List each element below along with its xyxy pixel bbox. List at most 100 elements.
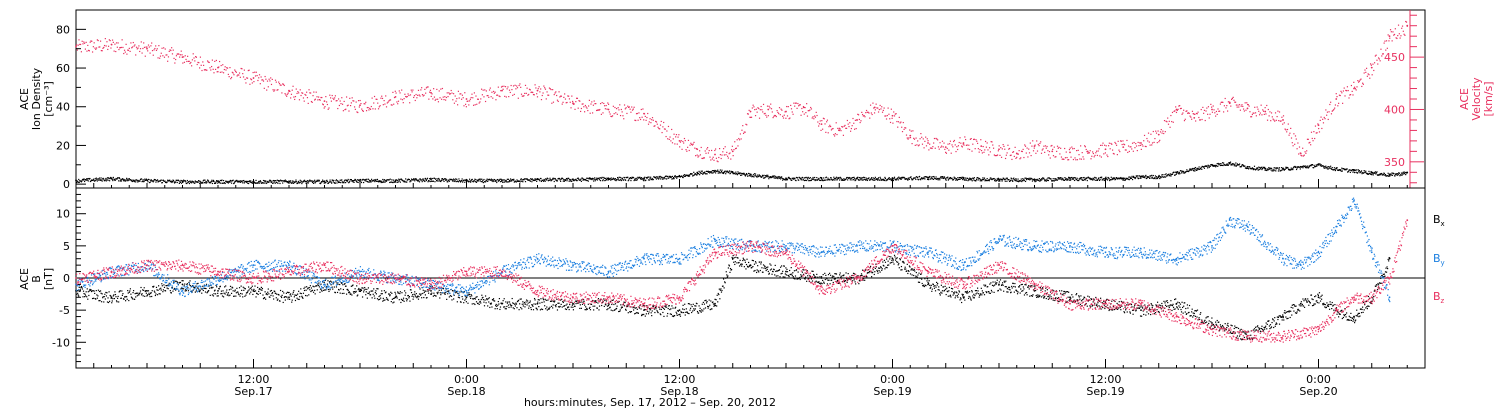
point-velocity <box>360 103 361 104</box>
point-bx <box>293 290 294 291</box>
point-ion-density <box>480 180 481 181</box>
point-ion-density <box>1041 179 1042 180</box>
point-velocity <box>213 69 214 70</box>
point-velocity <box>1251 116 1252 117</box>
point-velocity <box>1003 146 1004 147</box>
point-ion-density <box>425 178 426 179</box>
point-velocity <box>491 96 492 97</box>
point-bx <box>351 294 352 295</box>
point-bx <box>376 293 377 294</box>
point-ion-density <box>1025 181 1026 182</box>
point-velocity <box>562 102 563 103</box>
point-velocity <box>1320 117 1321 118</box>
top-y2tick-label: 350 <box>1384 156 1405 169</box>
point-ion-density <box>1038 180 1039 181</box>
point-ion-density <box>1341 171 1342 172</box>
point-velocity <box>511 89 512 90</box>
point-ion-density-key <box>679 175 681 177</box>
point-ion-density <box>414 180 415 181</box>
point-velocity <box>835 133 836 134</box>
point-velocity <box>896 121 897 122</box>
point-ion-density <box>1146 178 1147 179</box>
point-velocity <box>216 60 217 61</box>
point-velocity <box>1256 115 1257 116</box>
point-ion-density <box>951 178 952 179</box>
point-ion-density <box>377 179 378 180</box>
point-velocity <box>937 139 938 140</box>
point-ion-density <box>854 178 855 179</box>
point-velocity <box>768 115 769 116</box>
point-velocity <box>765 115 766 116</box>
point-velocity <box>590 113 591 114</box>
point-velocity <box>148 44 149 45</box>
point-velocity <box>676 134 677 135</box>
point-velocity <box>564 93 565 94</box>
point-velocity <box>194 60 195 61</box>
point-ion-density <box>249 180 250 181</box>
point-ion-density <box>549 180 550 181</box>
point-velocity <box>1399 33 1400 34</box>
point-ion-density <box>1161 174 1162 175</box>
point-ion-density <box>615 178 616 179</box>
point-ion-density <box>810 177 811 178</box>
point-velocity <box>366 110 367 111</box>
point-ion-density <box>874 180 875 181</box>
point-bx <box>308 294 309 295</box>
point-velocity <box>117 47 118 48</box>
point-velocity <box>110 47 111 48</box>
point-velocity <box>819 123 820 124</box>
point-ion-density <box>933 176 934 177</box>
point-velocity <box>536 93 537 94</box>
point-ion-density <box>1320 165 1321 166</box>
point-ion-density-key <box>750 174 752 176</box>
point-velocity <box>991 141 992 142</box>
point-velocity <box>1267 120 1268 121</box>
point-bx <box>373 294 374 295</box>
point-ion-density <box>173 180 174 181</box>
point-velocity <box>524 93 525 94</box>
point-velocity <box>307 97 308 98</box>
point-velocity <box>1197 113 1198 114</box>
point-velocity <box>820 120 821 121</box>
point-bx <box>93 298 94 299</box>
point-bx <box>290 293 291 294</box>
point-velocity <box>877 108 878 109</box>
point-ion-density <box>974 177 975 178</box>
point-velocity <box>944 149 945 150</box>
point-ion-density <box>630 180 631 181</box>
point-ion-density <box>1151 177 1152 178</box>
point-ion-density <box>1165 176 1166 177</box>
point-ion-density <box>365 180 366 181</box>
point-bx <box>334 286 335 287</box>
point-ion-density <box>513 179 514 180</box>
point-ion-density <box>231 183 232 184</box>
point-velocity <box>836 122 837 123</box>
point-ion-density <box>826 177 827 178</box>
point-bx <box>355 288 356 289</box>
point-ion-density <box>1189 169 1190 170</box>
point-velocity-key <box>856 119 858 121</box>
point-velocity <box>312 102 313 103</box>
point-velocity-key <box>892 115 894 117</box>
point-bx <box>143 290 144 291</box>
point-ion-density <box>295 181 296 182</box>
point-velocity <box>181 54 182 55</box>
point-ion-density <box>790 178 791 179</box>
point-velocity <box>223 72 224 73</box>
point-ion-density <box>843 180 844 181</box>
point-velocity <box>1270 120 1271 121</box>
point-bx <box>315 293 316 294</box>
point-velocity <box>421 87 422 88</box>
point-velocity <box>1224 105 1225 106</box>
point-ion-density <box>1320 164 1321 165</box>
point-ion-density <box>1043 178 1044 179</box>
point-ion-density <box>481 179 482 180</box>
point-ion-density <box>1200 168 1201 169</box>
point-bx <box>81 287 82 288</box>
point-velocity <box>999 145 1000 146</box>
point-ion-density <box>973 179 974 180</box>
point-ion-density <box>778 176 779 177</box>
point-ion-density <box>961 178 962 179</box>
